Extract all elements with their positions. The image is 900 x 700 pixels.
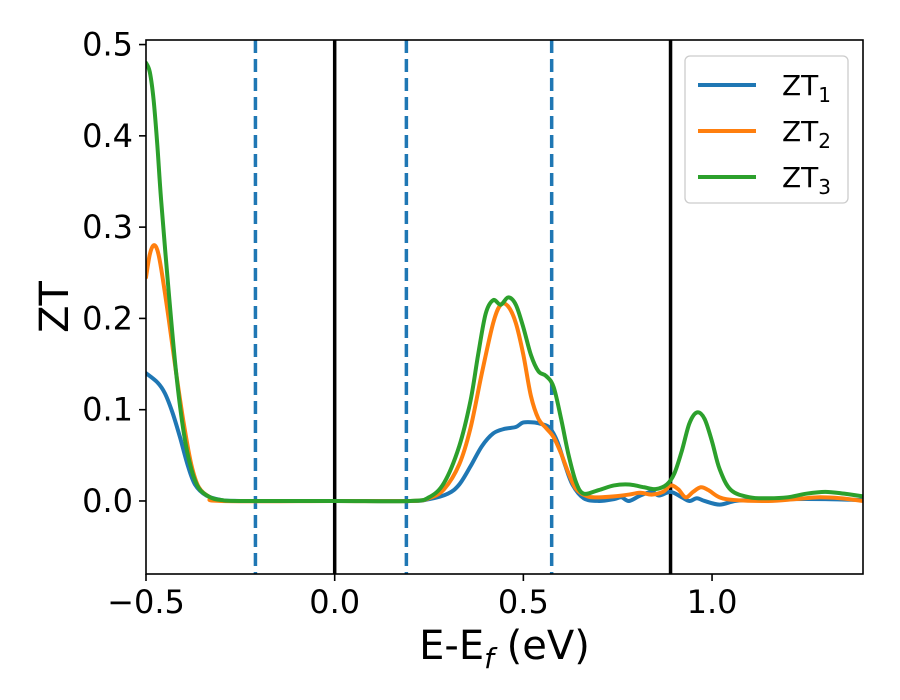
series-line-zt1 (146, 371, 863, 507)
x-tick-label: 1.0 (687, 583, 738, 621)
y-tick-label: 0.5 (82, 26, 133, 64)
series-line-zt3 (146, 60, 863, 504)
x-tick-label: 0.0 (309, 583, 360, 621)
x-axis-label: E-Ef (eV) (419, 623, 590, 675)
legend: ZT1 ZT2 ZT3 (684, 55, 849, 204)
y-tick-label: 0.2 (82, 299, 133, 337)
y-tick-label: 0.4 (82, 117, 133, 155)
legend-label-zt3: ZT3 (782, 161, 831, 199)
y-axis-label: ZT (32, 281, 78, 333)
plot-area (146, 40, 863, 574)
y-tick-label: 0.0 (82, 482, 133, 520)
x-tick-label: −0.5 (107, 583, 185, 621)
legend-label-zt1: ZT1 (782, 69, 831, 107)
series-line-zt2 (146, 243, 863, 504)
legend-box (684, 55, 849, 204)
y-tick-label: 0.3 (82, 208, 133, 246)
y-tick-label: 0.1 (82, 391, 133, 429)
x-tick-label: 0.5 (498, 583, 549, 621)
plot-frame (145, 39, 864, 575)
legend-label-zt2: ZT2 (782, 115, 831, 153)
